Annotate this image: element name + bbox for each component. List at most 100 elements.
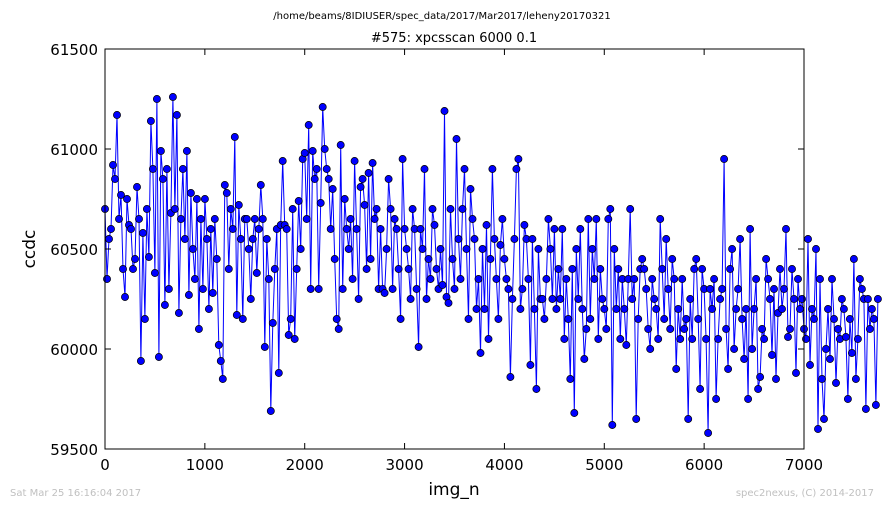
data-point	[336, 141, 345, 149]
x-tick-label: 2000	[286, 456, 324, 474]
data-point	[270, 265, 279, 273]
data-point	[466, 185, 475, 193]
data-point	[444, 299, 453, 307]
data-point	[696, 385, 705, 393]
data-point	[606, 205, 615, 213]
data-point	[372, 205, 381, 213]
data-point	[230, 133, 239, 141]
data-point	[368, 159, 377, 167]
data-point	[294, 197, 303, 205]
data-point	[454, 235, 463, 243]
data-point	[158, 175, 167, 183]
data-point	[574, 295, 583, 303]
data-point	[516, 305, 525, 313]
data-point	[412, 285, 421, 293]
data-point	[358, 175, 367, 183]
data-point	[194, 325, 203, 333]
data-point	[242, 215, 251, 223]
data-point	[406, 295, 415, 303]
data-point	[398, 155, 407, 163]
data-point	[524, 275, 533, 283]
data-point	[115, 215, 123, 223]
data-point	[796, 305, 804, 313]
data-point	[530, 305, 539, 313]
data-point	[674, 305, 683, 313]
x-axis-label: img_n	[428, 480, 479, 500]
data-point	[724, 365, 733, 373]
data-point	[172, 111, 181, 119]
data-point	[496, 241, 505, 249]
data-point	[650, 295, 659, 303]
data-point	[338, 285, 347, 293]
data-point	[666, 325, 675, 333]
data-point	[808, 305, 816, 313]
data-point	[806, 361, 814, 369]
data-point	[252, 269, 261, 277]
data-point	[552, 305, 561, 313]
data-point	[680, 325, 689, 333]
data-point	[798, 295, 806, 303]
data-point	[324, 175, 333, 183]
data-point	[672, 365, 681, 373]
data-point	[704, 429, 713, 437]
data-point	[648, 275, 657, 283]
data-point	[416, 225, 425, 233]
data-point	[746, 225, 755, 233]
data-point	[282, 225, 291, 233]
x-tick-label: 7000	[785, 456, 823, 474]
x-tick-label: 0	[100, 456, 110, 474]
data-point	[428, 205, 437, 213]
data-point	[318, 103, 327, 111]
data-point	[584, 215, 593, 223]
data-point	[322, 165, 331, 173]
data-point	[802, 335, 810, 343]
data-point	[436, 245, 445, 253]
data-point	[754, 385, 763, 393]
data-point	[768, 351, 776, 359]
data-point	[160, 301, 169, 309]
data-point	[556, 295, 565, 303]
data-point	[226, 205, 235, 213]
data-point	[782, 225, 790, 233]
footer-credit: spec2nexus, (C) 2014-2017	[735, 488, 874, 499]
data-point	[616, 335, 625, 343]
y-axis-label: ccdc	[20, 230, 40, 269]
data-point	[622, 341, 631, 349]
data-point	[804, 235, 812, 243]
data-point	[117, 191, 125, 199]
data-point	[534, 245, 543, 253]
data-point	[472, 305, 481, 313]
data-point	[296, 245, 305, 253]
data-point	[214, 341, 223, 349]
data-point	[192, 195, 201, 203]
data-point	[526, 361, 535, 369]
data-point	[254, 225, 263, 233]
data-point	[218, 375, 227, 383]
data-point	[568, 265, 577, 273]
data-point	[308, 147, 317, 155]
data-point	[500, 255, 509, 263]
data-point	[580, 355, 589, 363]
data-point	[224, 265, 233, 273]
data-point	[484, 335, 493, 343]
data-point	[362, 265, 371, 273]
data-point	[200, 195, 209, 203]
data-point	[136, 357, 145, 365]
data-point	[558, 225, 567, 233]
data-point	[778, 305, 786, 313]
data-point	[111, 175, 119, 183]
data-point	[376, 225, 385, 233]
data-point	[742, 305, 751, 313]
data-point	[370, 215, 379, 223]
data-point	[164, 285, 173, 293]
data-point	[762, 255, 771, 263]
data-point	[598, 295, 607, 303]
data-point	[344, 245, 353, 253]
data-point	[146, 117, 155, 125]
data-point	[654, 335, 663, 343]
data-point	[871, 401, 880, 409]
data-point	[402, 245, 411, 253]
data-point	[728, 245, 737, 253]
data-point	[458, 205, 467, 213]
data-point	[127, 225, 135, 233]
